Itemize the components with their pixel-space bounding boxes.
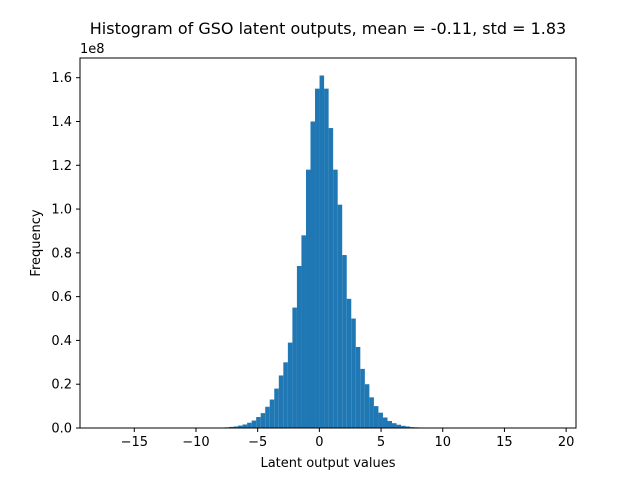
histogram-bar	[247, 422, 252, 428]
histogram-bar	[324, 88, 329, 429]
histogram-bar	[287, 342, 293, 428]
histogram-bar	[315, 88, 320, 429]
y-tick-label: 1.0	[51, 203, 72, 218]
histogram-bar	[387, 420, 393, 428]
histogram-bar	[269, 399, 275, 428]
plot-frame	[79, 57, 577, 429]
histogram-bar	[310, 121, 316, 429]
histogram-bar	[337, 204, 343, 428]
x-tick-label: −10	[182, 435, 209, 450]
histogram-bar	[265, 406, 270, 428]
histogram-bar	[260, 413, 266, 428]
y-tick-label: 1.6	[51, 71, 72, 86]
y-axis-ticks: 0.0 0.2 0.4 0.6 0.8 1.0 1.2 1.4 1.6	[51, 71, 80, 437]
histogram-bar	[296, 265, 302, 428]
histogram-bar	[305, 169, 311, 428]
histogram-bar	[401, 425, 406, 428]
histogram-bar	[301, 235, 306, 428]
histogram-bar	[283, 362, 288, 428]
histogram-bar	[319, 75, 325, 428]
y-tick-label: 1.2	[51, 159, 72, 174]
x-tick-label: −5	[248, 435, 267, 450]
x-tick-label: −15	[121, 435, 148, 450]
y-axis-label: Frequency	[29, 209, 44, 276]
y-offset-label: 1e8	[80, 42, 105, 57]
histogram-bar	[292, 307, 297, 428]
histogram-bar	[369, 397, 374, 428]
histogram-bar	[256, 417, 261, 428]
histogram-bar	[396, 424, 402, 428]
histogram-bar	[278, 375, 284, 428]
histogram-bar	[351, 318, 356, 428]
y-tick-label: 0.2	[51, 378, 72, 393]
histogram-bar	[251, 420, 257, 428]
x-tick-label: 15	[496, 435, 513, 450]
histogram-bar	[378, 412, 383, 428]
y-tick-label: 0.8	[51, 246, 72, 261]
x-tick-label: 0	[315, 435, 323, 450]
histogram-bar	[274, 388, 279, 428]
histogram-bar	[238, 425, 243, 428]
x-tick-label: 20	[558, 435, 575, 450]
histogram-bar	[392, 423, 397, 428]
histogram-bar	[242, 424, 248, 428]
y-tick-label: 0.0	[51, 422, 72, 437]
x-tick-label: 5	[377, 435, 385, 450]
y-tick-label: 1.4	[51, 115, 72, 130]
histogram-bar	[342, 255, 347, 428]
y-tick-label: 0.4	[51, 334, 72, 349]
x-axis-label: Latent output values	[260, 456, 395, 471]
y-tick-label: 0.6	[51, 290, 72, 305]
histogram-bar	[373, 406, 379, 428]
histogram-bar	[328, 128, 334, 428]
histogram-bar	[355, 346, 361, 428]
histogram-bar	[382, 417, 388, 428]
histogram-bar	[364, 384, 370, 428]
x-axis-ticks: −15 −10 −5 0 5 10 15 20	[121, 428, 575, 450]
histogram-bar	[405, 426, 411, 428]
x-tick-label: 10	[434, 435, 451, 450]
histogram-bar	[333, 169, 338, 428]
histogram-bar	[346, 298, 352, 428]
histogram-bars	[215, 75, 429, 429]
histogram-bar	[360, 368, 365, 428]
histogram-bar	[228, 426, 234, 428]
chart-title: Histogram of GSO latent outputs, mean = …	[90, 19, 566, 38]
histogram-bar	[233, 426, 239, 428]
